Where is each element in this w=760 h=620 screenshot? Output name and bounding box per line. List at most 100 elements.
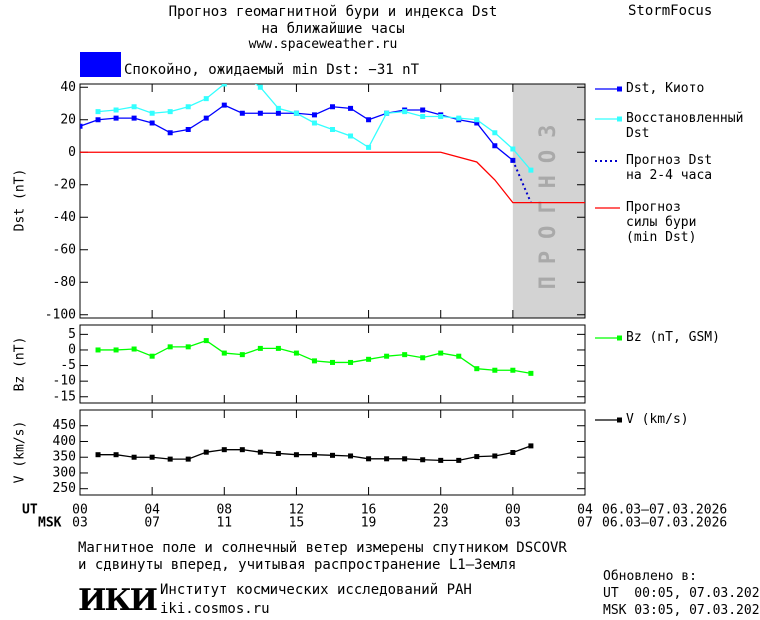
y-tick-label: 350 bbox=[53, 450, 76, 465]
series-line bbox=[80, 151, 585, 204]
marker bbox=[528, 443, 534, 449]
marker bbox=[366, 456, 372, 462]
marker bbox=[456, 457, 462, 463]
y-tick-label: -20 bbox=[53, 177, 76, 192]
marker bbox=[438, 114, 444, 119]
marker bbox=[113, 107, 119, 113]
marker bbox=[203, 115, 209, 121]
marker bbox=[510, 146, 516, 152]
marker bbox=[366, 144, 372, 150]
marker bbox=[311, 358, 317, 364]
x-tick-label: 08 bbox=[216, 503, 232, 518]
marker bbox=[330, 104, 335, 110]
x-tick-label: 19 bbox=[361, 516, 377, 531]
x-tick-label: 00 bbox=[505, 503, 521, 518]
marker bbox=[167, 456, 173, 462]
marker bbox=[95, 452, 101, 458]
marker bbox=[203, 449, 209, 455]
legend-label: Прогноз Dst на 2-4 часа bbox=[626, 153, 713, 183]
x-tick-label: 11 bbox=[216, 516, 232, 531]
y-tick-label: 0 bbox=[68, 342, 76, 357]
marker bbox=[239, 447, 245, 453]
panel-frame bbox=[79, 83, 586, 319]
marker bbox=[474, 120, 480, 126]
x-axis-label: UT bbox=[22, 503, 38, 518]
marker bbox=[149, 454, 155, 460]
marker bbox=[311, 452, 317, 458]
marker bbox=[456, 353, 462, 359]
marker bbox=[185, 104, 191, 110]
marker bbox=[239, 110, 245, 116]
marker bbox=[221, 447, 227, 453]
y-tick-label: 0 bbox=[68, 145, 76, 160]
plot-area bbox=[95, 443, 534, 463]
note: Магнитное поле и солнечный ветер измерен… bbox=[78, 540, 567, 556]
legend-label: Bz (nT, GSM) bbox=[626, 330, 720, 345]
marker bbox=[149, 120, 155, 126]
x-tick-label: 03 bbox=[505, 516, 521, 531]
y-tick-label: -60 bbox=[53, 242, 76, 257]
marker bbox=[420, 107, 426, 113]
marker bbox=[113, 452, 119, 458]
y-tick-label: -10 bbox=[53, 374, 76, 389]
legend-marker bbox=[617, 417, 622, 423]
status-indicator bbox=[80, 52, 121, 77]
x-tick-label: 23 bbox=[433, 516, 449, 531]
marker bbox=[257, 449, 263, 455]
marker bbox=[510, 450, 516, 455]
institute: Институт космических исследований РАН bbox=[160, 582, 472, 598]
updated-msk: MSK 03:05, 07.03.2026 bbox=[603, 603, 760, 618]
marker bbox=[456, 115, 462, 121]
x-tick-label: 16 bbox=[361, 503, 377, 518]
marker bbox=[185, 127, 191, 132]
marker bbox=[348, 133, 354, 139]
forecast-region bbox=[512, 84, 585, 318]
marker bbox=[167, 344, 173, 350]
marker bbox=[492, 143, 498, 149]
y-tick-label: 40 bbox=[60, 80, 76, 95]
marker bbox=[330, 359, 335, 365]
x-tick-label: 00 bbox=[72, 503, 88, 518]
legend-marker bbox=[617, 116, 622, 122]
marker bbox=[185, 344, 191, 350]
marker bbox=[402, 352, 408, 358]
note: и сдвинуты вперед, учитывая распростране… bbox=[78, 557, 517, 573]
marker bbox=[293, 350, 299, 356]
marker bbox=[131, 346, 137, 352]
plot-area bbox=[80, 84, 585, 204]
marker bbox=[528, 370, 534, 376]
marker bbox=[438, 457, 444, 463]
marker bbox=[257, 110, 263, 116]
updated: Обновлено в: bbox=[603, 569, 697, 584]
legend-label: Восстановленный Dst bbox=[626, 111, 744, 141]
marker bbox=[510, 367, 516, 373]
status-text: Спокойно, ожидаемый min Dst: −31 nT bbox=[124, 62, 420, 78]
marker bbox=[474, 117, 480, 123]
x-tick-label: 15 bbox=[289, 516, 305, 531]
panel-frame bbox=[79, 409, 586, 496]
marker bbox=[474, 366, 480, 372]
marker bbox=[528, 167, 534, 173]
x-tick-label: 07 bbox=[577, 516, 593, 531]
marker bbox=[257, 345, 263, 351]
marker bbox=[384, 456, 390, 462]
marker bbox=[348, 359, 354, 365]
marker bbox=[402, 109, 408, 115]
y-tick-label: 5 bbox=[68, 327, 76, 342]
marker bbox=[95, 347, 101, 353]
marker bbox=[348, 105, 354, 111]
marker bbox=[167, 130, 173, 136]
marker bbox=[221, 84, 227, 87]
marker bbox=[384, 110, 390, 116]
y-tick-label: 300 bbox=[53, 465, 76, 480]
y-tick-label: 20 bbox=[60, 112, 76, 127]
marker bbox=[275, 105, 281, 111]
marker bbox=[474, 454, 480, 460]
marker bbox=[492, 130, 498, 136]
marker bbox=[185, 456, 191, 462]
marker bbox=[203, 96, 209, 102]
marker bbox=[330, 127, 335, 132]
y-tick-label: -15 bbox=[53, 389, 76, 404]
marker bbox=[366, 117, 372, 123]
